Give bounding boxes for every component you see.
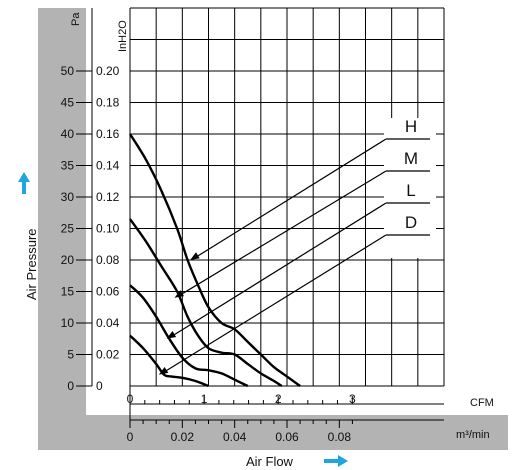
- y-axis-arrow-icon: [18, 172, 30, 194]
- leader-line: [180, 170, 387, 296]
- pa-tick-label: 45: [61, 96, 75, 110]
- curve-d: [129, 334, 209, 388]
- x-unit-cfm: CFM: [470, 397, 494, 409]
- leader-arrow-icon: [190, 252, 200, 260]
- pa-tick-label: 5: [67, 348, 74, 362]
- curve-l: [129, 284, 249, 388]
- curve-m: [129, 218, 283, 388]
- cfm-tick-label: 0: [127, 392, 134, 406]
- curves: [128, 133, 301, 388]
- inh2o-tick-label: 0.02: [96, 348, 120, 362]
- flow-tick-label: 0.04: [223, 430, 247, 444]
- flow-tick-label: 0: [127, 430, 134, 444]
- cfm-tick-label: 1: [201, 392, 208, 406]
- flow-tick-label: 0.06: [275, 430, 299, 444]
- y-axis-title: Air Pressure: [24, 228, 39, 300]
- leader-line: [195, 138, 387, 258]
- leader-arrow-icon: [166, 331, 177, 339]
- leader-line: [164, 234, 387, 373]
- pa-tick-label: 40: [61, 127, 75, 141]
- x-axis-arrow-icon: [324, 455, 348, 467]
- pa-tick-label: 30: [61, 190, 75, 204]
- curve-label-l: L: [406, 181, 415, 200]
- pa-tick-label: 0: [67, 379, 74, 393]
- pa-tick-label: 35: [61, 159, 75, 173]
- inh2o-tick-label: 0.14: [96, 159, 120, 173]
- flow-tick-label: 0.08: [328, 430, 352, 444]
- leader-arrow-icon: [174, 290, 185, 298]
- leader-line: [172, 202, 387, 337]
- cfm-tick-label: 2: [275, 392, 282, 406]
- pa-tick-label: 25: [61, 222, 75, 236]
- inh2o-tick-label: 0.18: [96, 96, 120, 110]
- curve-label-d: D: [405, 213, 417, 232]
- x-unit-m3min: m³/min: [456, 429, 490, 441]
- pa-tick-label: 15: [61, 285, 75, 299]
- inh2o-tick-label: 0: [96, 379, 103, 393]
- curve-h: [128, 133, 301, 387]
- pa-tick-label: 20: [61, 253, 75, 267]
- inh2o-tick-label: 0.04: [96, 316, 120, 330]
- bottom-gray-band: [38, 415, 508, 450]
- cfm-tick-label: 3: [349, 392, 356, 406]
- y-unit-inh2o: InH2O: [117, 20, 129, 52]
- inh2o-tick-label: 0.16: [96, 127, 120, 141]
- inh2o-tick-label: 0.10: [96, 222, 120, 236]
- leader-arrow-icon: [158, 366, 169, 375]
- curve-label-h: H: [405, 117, 417, 136]
- pa-tick-label: 50: [61, 64, 75, 78]
- inh2o-tick-label: 0.08: [96, 253, 120, 267]
- curve-label-m: M: [404, 149, 418, 168]
- pa-tick-label: 10: [61, 316, 75, 330]
- inh2o-tick-label: 0.20: [96, 64, 120, 78]
- x-axis-title: Air Flow: [246, 454, 294, 469]
- inh2o-tick-label: 0.06: [96, 285, 120, 299]
- y-unit-pa: Pa: [70, 12, 82, 26]
- inh2o-tick-label: 0.12: [96, 190, 120, 204]
- tick-labels: 0510152025303540455000.020.040.060.080.1…: [61, 64, 356, 444]
- flow-tick-label: 0.02: [171, 430, 195, 444]
